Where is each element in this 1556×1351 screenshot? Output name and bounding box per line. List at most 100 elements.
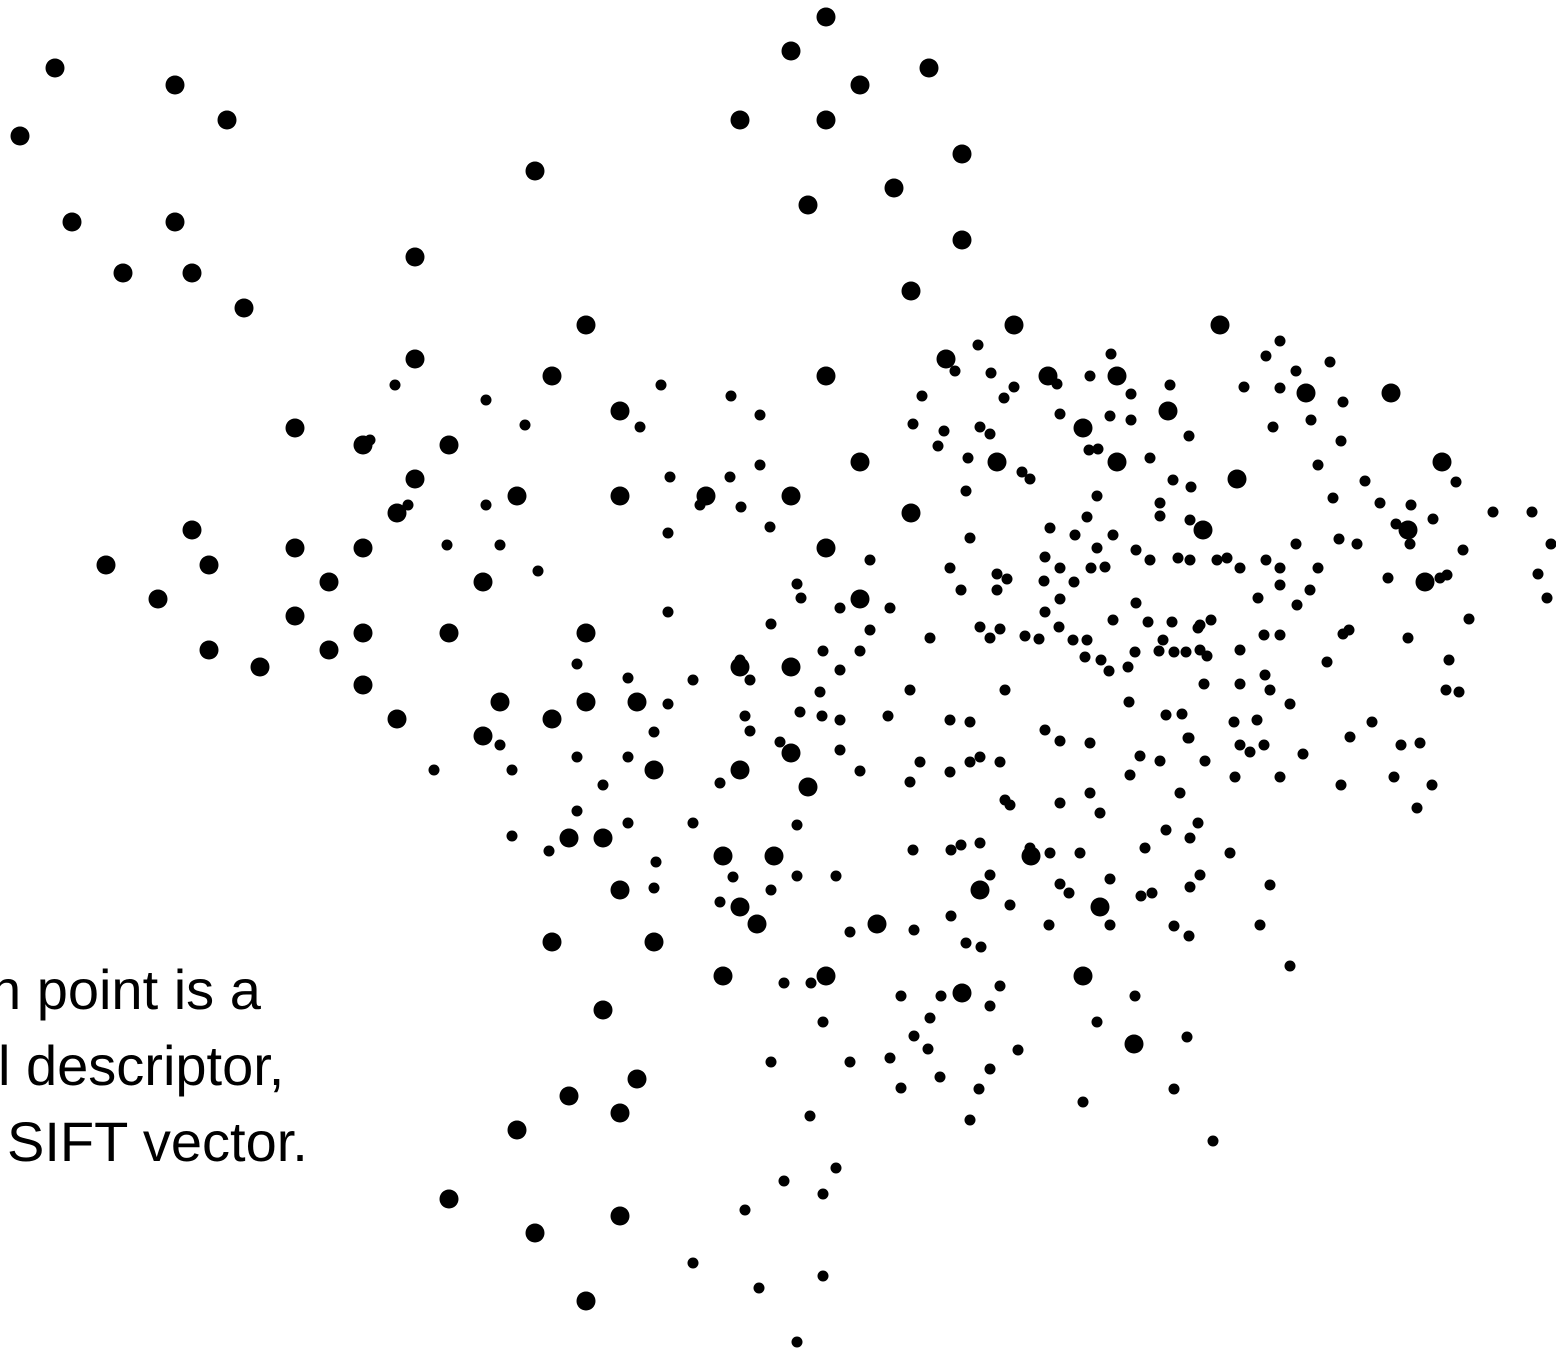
descriptor-point [924,1012,936,1024]
descriptor-point [1228,716,1240,728]
descriptor-point [687,817,699,829]
descriptor-point [1264,879,1276,891]
descriptor-point [1091,1016,1103,1028]
descriptor-point [999,684,1011,696]
descriptor-point [1441,569,1453,581]
descriptor-point [182,520,202,540]
descriptor-point [1194,869,1206,881]
descriptor-point [1176,708,1188,720]
descriptor-point [998,392,1010,404]
descriptor-point [1463,613,1475,625]
descriptor-point [1284,698,1296,710]
descriptor-point [1001,573,1013,585]
descriptor-point [389,379,401,391]
descriptor-point [1296,383,1316,403]
descriptor-point [285,606,305,626]
descriptor-point [542,932,562,952]
descriptor-point [480,394,492,406]
descriptor-point [319,572,339,592]
descriptor-point [1107,614,1119,626]
descriptor-point [1081,634,1093,646]
descriptor-point [439,435,459,455]
descriptor-point [1193,520,1213,540]
descriptor-point [1091,542,1103,554]
descriptor-point [655,379,667,391]
descriptor-point [694,499,706,511]
descriptor-point [45,58,65,78]
descriptor-point [735,501,747,513]
descriptor-point [1085,562,1097,574]
descriptor-point [714,896,726,908]
descriptor-point [519,419,531,431]
descriptor-point [405,349,425,369]
descriptor-point [744,674,756,686]
descriptor-point [850,589,870,609]
descriptor-point [1142,616,1154,628]
descriptor-point [1160,824,1172,836]
descriptor-point [1154,497,1166,509]
descriptor-point [727,871,739,883]
descriptor-point [1130,597,1142,609]
descriptor-point [1312,562,1324,574]
descriptor-point [1123,696,1135,708]
descriptor-point [1260,350,1272,362]
descriptor-point [1183,430,1195,442]
descriptor-point [962,452,974,464]
descriptor-point [952,144,972,164]
descriptor-point [1297,748,1309,760]
descriptor-point [1107,529,1119,541]
descriptor-point [1073,418,1093,438]
descriptor-point [1054,408,1066,420]
descriptor-point [622,672,634,684]
descriptor-point [817,1016,829,1028]
descriptor-point [622,751,634,763]
descriptor-point [1398,520,1418,540]
descriptor-point [1229,771,1241,783]
descriptor-point [724,471,736,483]
descriptor-point [1532,568,1544,580]
descriptor-point [525,1223,545,1243]
descriptor-point [1146,887,1158,899]
descriptor-point [975,941,987,953]
descriptor-point [1335,779,1347,791]
descriptor-point [217,110,237,130]
descriptor-point [405,469,425,489]
descriptor-point [1134,750,1146,762]
descriptor-point [973,1083,985,1095]
descriptor-point [955,839,967,851]
descriptor-point [148,589,168,609]
descriptor-point [991,584,1003,596]
descriptor-point [62,212,82,232]
descriptor-point [895,990,907,1002]
descriptor-point [960,485,972,497]
descriptor-point [1207,1135,1219,1147]
descriptor-point [1382,572,1394,584]
descriptor-point [1284,960,1296,972]
descriptor-point [1004,315,1024,335]
descriptor-point [1344,731,1356,743]
descriptor-point [648,726,660,738]
descriptor-point [1107,366,1127,386]
descriptor-point [506,830,518,842]
descriptor-point [507,1120,527,1140]
descriptor-point [1381,383,1401,403]
descriptor-point [804,1110,816,1122]
descriptor-point [506,764,518,776]
descriptor-point [1125,414,1137,426]
descriptor-point [1153,645,1165,657]
descriptor-point [778,1175,790,1187]
descriptor-point [798,777,818,797]
descriptor-point [817,1188,829,1200]
descriptor-point [1019,630,1031,642]
descriptor-point [795,592,807,604]
descriptor-point [610,486,630,506]
descriptor-point [774,736,786,748]
descriptor-point [765,618,777,630]
descriptor-point [662,606,674,618]
descriptor-point [1184,832,1196,844]
descriptor-point [576,692,596,712]
descriptor-point [730,897,750,917]
descriptor-point [974,837,986,849]
descriptor-point [405,247,425,267]
descriptor-point [725,390,737,402]
